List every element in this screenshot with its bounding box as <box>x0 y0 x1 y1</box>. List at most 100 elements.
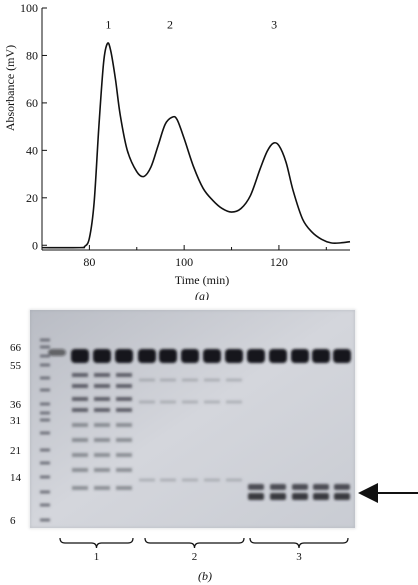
ladder-band <box>40 354 50 358</box>
lysozyme-band <box>292 493 308 500</box>
lysozyme-band <box>313 493 329 500</box>
protein-band <box>333 349 351 363</box>
faint-band <box>139 478 155 482</box>
group-label: 2 <box>192 551 198 563</box>
impurity-band <box>116 384 132 388</box>
ladder-band <box>40 518 50 522</box>
ladder-band <box>40 431 50 435</box>
y-tick-label: 60 <box>26 96 38 110</box>
ladder-band <box>40 461 50 465</box>
lysozyme-band <box>292 484 308 490</box>
impurity-band <box>116 373 132 377</box>
x-axis-label: Time (min) <box>175 273 230 287</box>
ladder-band <box>40 418 50 422</box>
impurity-band <box>72 486 88 490</box>
ladder-band <box>40 376 50 380</box>
lysozyme-band <box>248 493 264 500</box>
y-tick-label: 40 <box>26 143 38 157</box>
impurity-band <box>94 397 110 401</box>
marker-label: 36 <box>10 399 22 411</box>
peak-labels: 1 2 3 <box>105 18 277 32</box>
series-line <box>41 42 351 249</box>
x-tick-label: 120 <box>270 255 288 269</box>
impurity-band <box>94 453 110 457</box>
ladder-band <box>40 402 50 406</box>
faint-band <box>160 478 176 482</box>
peak-label: 2 <box>167 18 173 32</box>
ladder-band <box>40 338 50 342</box>
chromatogram-chart: 0 20 40 60 80 100 80 100 120 1 2 3 Time (min) Abso… <box>3 1 351 300</box>
impurity-band <box>116 438 132 442</box>
faint-band <box>160 400 176 404</box>
y-tick-label: 20 <box>26 191 38 205</box>
faint-band <box>160 378 176 382</box>
impurity-band <box>94 468 110 472</box>
impurity-band <box>72 408 88 412</box>
marker-label: 66 <box>10 342 22 354</box>
impurity-band <box>116 423 132 427</box>
impurity-band <box>94 384 110 388</box>
chart-axes <box>41 8 350 251</box>
lane-group-brackets: 1 2 3 <box>59 537 349 563</box>
faint-band <box>226 478 242 482</box>
x-tick-label: 100 <box>175 255 193 269</box>
protein-band <box>159 349 177 363</box>
protein-band <box>312 349 330 363</box>
ladder-band <box>40 503 50 507</box>
gel-border <box>29 309 356 529</box>
chart-ticks: 0 20 40 60 80 100 80 100 120 <box>20 1 327 269</box>
impurity-band <box>116 468 132 472</box>
ladder-band <box>40 411 50 415</box>
impurity-band <box>94 486 110 490</box>
impurity-band <box>72 438 88 442</box>
protein-band <box>115 349 133 363</box>
impurity-band <box>116 397 132 401</box>
impurity-band <box>94 438 110 442</box>
group-bracket <box>249 537 349 549</box>
impurity-band <box>72 468 88 472</box>
chart-caption: (a) <box>195 289 209 300</box>
lysozyme-band <box>334 493 350 500</box>
faint-band <box>204 378 220 382</box>
faint-band <box>182 400 198 404</box>
impurity-band <box>72 373 88 377</box>
impurity-band <box>116 453 132 457</box>
impurity-band <box>94 373 110 377</box>
marker-label: 55 <box>10 360 22 372</box>
ladder-band <box>40 475 50 479</box>
protein-band <box>225 349 243 363</box>
faint-band <box>226 378 242 382</box>
faint-band <box>226 400 242 404</box>
ladder-band <box>40 490 50 494</box>
marker-label: 31 <box>10 415 21 427</box>
impurity-band <box>116 408 132 412</box>
gel-background <box>30 310 355 528</box>
impurity-band <box>72 423 88 427</box>
protein-band <box>181 349 199 363</box>
faint-band <box>204 478 220 482</box>
ladder-band <box>40 388 50 392</box>
peak-label: 1 <box>105 18 111 32</box>
impurity-band <box>94 408 110 412</box>
protein-band <box>203 349 221 363</box>
impurity-band <box>72 453 88 457</box>
lysozyme-band <box>248 484 264 490</box>
protein-band <box>269 349 287 363</box>
ladder-band <box>40 363 50 367</box>
protein-band <box>71 349 89 363</box>
impurity-band <box>72 397 88 401</box>
y-tick-label: 100 <box>20 1 38 15</box>
group-bracket <box>59 537 134 549</box>
marker-label: 21 <box>10 445 21 457</box>
lysozyme-band <box>313 484 329 490</box>
gel-caption: (b) <box>198 569 212 583</box>
sds-page-gel: 66 55 36 31 21 14 6 1 2 3 (b) <box>10 309 418 583</box>
faint-band <box>139 378 155 382</box>
x-tick-label: 80 <box>83 255 95 269</box>
marker-label: 6 <box>10 515 16 527</box>
faint-band <box>182 478 198 482</box>
impurity-band <box>72 384 88 388</box>
peak-label: 3 <box>271 18 277 32</box>
protein-band <box>48 349 66 356</box>
lysozyme-band <box>334 484 350 490</box>
